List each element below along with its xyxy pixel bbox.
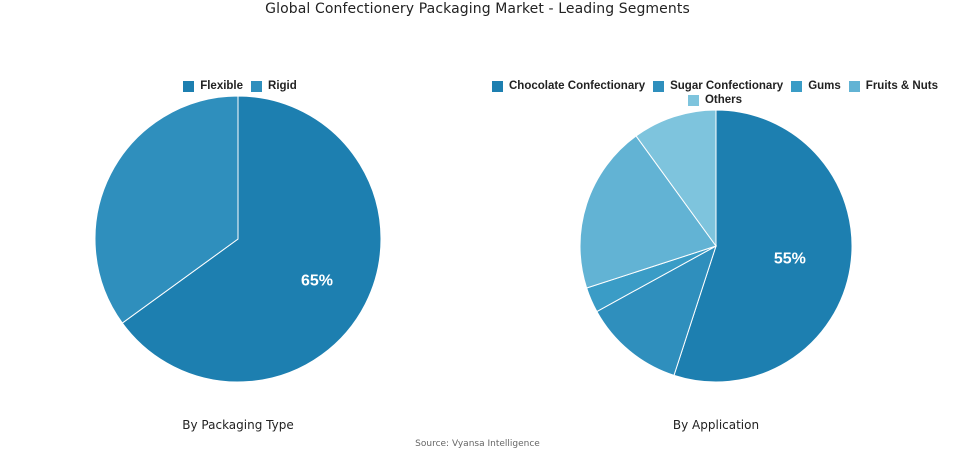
data-label-chocolate-confectionary: 55% bbox=[774, 251, 806, 268]
legend-label: Fruits & Nuts bbox=[865, 80, 938, 92]
data-label-flexible: 65% bbox=[301, 272, 333, 289]
legend-swatch bbox=[848, 80, 860, 92]
legend-item: Others bbox=[687, 94, 743, 106]
pie-slice-fruits-nuts bbox=[579, 135, 717, 289]
subtitle-packaging-type: By Packaging Type bbox=[182, 418, 294, 432]
legend-label: Chocolate Confectionary bbox=[508, 80, 646, 92]
pie-slice-sugar-confectionary bbox=[596, 244, 717, 376]
legend-packaging-type: Flexible Rigid bbox=[140, 80, 340, 94]
legend-swatch bbox=[183, 80, 195, 92]
legend-label: Rigid bbox=[268, 80, 297, 92]
legend-swatch bbox=[791, 80, 803, 92]
chart-title: Global Confectionery Packaging Market - … bbox=[265, 1, 690, 17]
legend-label: Sugar Confectionary bbox=[670, 80, 784, 92]
subtitle-application: By Application bbox=[672, 418, 760, 432]
pie-slice-flexible bbox=[121, 95, 382, 383]
legend-item: Sugar Confectionary bbox=[653, 80, 783, 92]
pie-slice-chocolate-confectionary bbox=[673, 109, 853, 383]
pie-slice-others bbox=[635, 109, 717, 248]
legend-item: Flexible bbox=[183, 80, 243, 92]
legend-item: Rigid bbox=[251, 80, 297, 92]
legend-swatch bbox=[687, 94, 699, 106]
legend-application: Chocolate Confectionary Sugar Confectiona… bbox=[485, 80, 945, 108]
legend-label: Flexible bbox=[200, 80, 244, 92]
source-note: Source: Vyansa Intelligence bbox=[415, 439, 540, 449]
pie-slice-rigid bbox=[94, 95, 239, 324]
legend-item: Fruits & Nuts bbox=[848, 80, 938, 92]
legend-item: Gums bbox=[791, 80, 841, 92]
legend-label: Gums bbox=[808, 80, 841, 92]
legend-label: Others bbox=[704, 94, 743, 106]
legend-swatch bbox=[491, 80, 503, 92]
legend-swatch bbox=[653, 80, 665, 92]
legend-swatch bbox=[251, 80, 263, 92]
legend-item: Chocolate Confectionary bbox=[491, 80, 646, 92]
